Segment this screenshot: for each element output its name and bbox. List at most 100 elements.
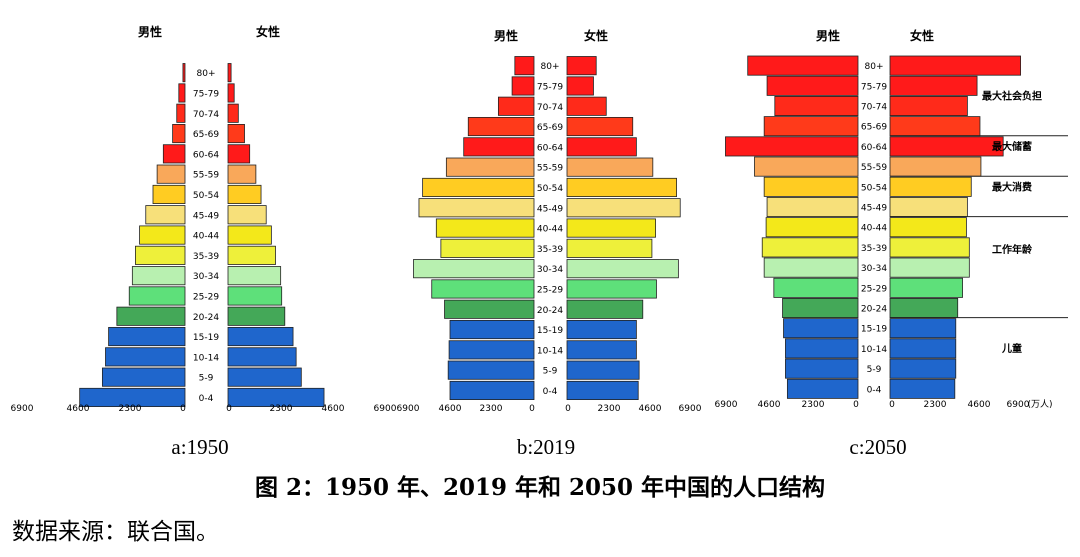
male-tick-label: 2300 xyxy=(480,404,503,414)
male-label: 男性 xyxy=(816,28,840,43)
male-bar xyxy=(463,137,535,157)
male-bar xyxy=(766,75,859,96)
female-tick-label: 2300 xyxy=(270,404,293,414)
female-bar xyxy=(889,136,1004,157)
male-bar xyxy=(422,177,535,198)
female-bar xyxy=(889,196,968,217)
female-bar xyxy=(889,96,968,117)
male-bar xyxy=(514,56,535,76)
male-tick-label: 0 xyxy=(529,404,535,414)
female-tick-label: 0 xyxy=(889,400,895,410)
male-tick-label: 0 xyxy=(853,400,859,410)
male-bar xyxy=(449,380,535,400)
female-bar xyxy=(227,347,297,367)
female-bar xyxy=(227,144,251,164)
age-label: 5-9 xyxy=(199,374,214,384)
female-bar xyxy=(227,124,245,144)
group-annotation: 最大储蓄 xyxy=(992,140,1032,153)
male-bar xyxy=(145,205,186,225)
male-bar xyxy=(418,198,535,218)
age-label: 40-44 xyxy=(193,232,219,242)
male-bar xyxy=(135,245,186,265)
female-bar xyxy=(889,257,970,278)
age-label: 70-74 xyxy=(861,103,887,113)
male-tick-label: 2300 xyxy=(119,404,142,414)
male-bar xyxy=(754,156,859,177)
female-bar xyxy=(566,380,639,400)
age-label: 20-24 xyxy=(537,306,563,316)
age-label: 30-34 xyxy=(537,265,563,275)
male-label: 男性 xyxy=(494,28,518,43)
unit-label: (万人) xyxy=(1027,399,1052,410)
age-label: 55-59 xyxy=(193,171,219,181)
male-bar xyxy=(162,144,186,164)
male-bar xyxy=(182,63,186,83)
age-label: 60-64 xyxy=(861,143,887,153)
female-bar xyxy=(227,286,283,306)
male-bar xyxy=(128,286,186,306)
age-label: 30-34 xyxy=(193,272,219,282)
group-annotation: 最大消费 xyxy=(992,180,1032,193)
female-bar xyxy=(566,340,637,360)
age-label: 5-9 xyxy=(867,365,882,375)
male-bar xyxy=(448,340,535,360)
male-bar xyxy=(413,259,535,279)
male-bar xyxy=(176,103,186,123)
male-bar xyxy=(783,318,859,339)
group-annotation: 儿童 xyxy=(1001,342,1022,355)
female-bar xyxy=(566,198,681,218)
male-bar xyxy=(773,277,859,298)
age-label: 50-54 xyxy=(193,191,219,201)
female-bar xyxy=(889,277,963,298)
female-bar xyxy=(889,378,956,399)
female-bar xyxy=(227,103,239,123)
age-label: 45-49 xyxy=(861,204,887,214)
male-tick-label: 0 xyxy=(180,404,186,414)
male-bar xyxy=(511,76,535,96)
panel-subtitle: b:2019 xyxy=(517,435,575,459)
male-bar xyxy=(447,360,535,380)
female-bar xyxy=(566,319,637,340)
female-bar xyxy=(566,117,634,137)
age-label: 40-44 xyxy=(861,224,887,234)
female-bar xyxy=(227,266,282,286)
age-label: 50-54 xyxy=(537,184,563,194)
age-label: 25-29 xyxy=(537,285,563,295)
age-label: 45-49 xyxy=(193,211,219,221)
male-tick-label: 6900 xyxy=(715,400,738,410)
male-bar xyxy=(131,266,186,286)
male-bar xyxy=(763,176,859,197)
age-label: 65-69 xyxy=(537,123,563,133)
panel-subtitle: c:2050 xyxy=(849,435,906,459)
age-label: 20-24 xyxy=(193,313,219,323)
male-bar xyxy=(763,257,859,278)
age-label: 80+ xyxy=(197,69,216,79)
male-bar xyxy=(449,319,535,340)
group-annotation: 最大社会负担 xyxy=(982,89,1042,102)
male-tick-label: 4600 xyxy=(67,404,90,414)
female-tick-label: 4600 xyxy=(968,400,991,410)
female-bar xyxy=(889,75,978,96)
female-bar xyxy=(566,76,594,96)
female-bar xyxy=(227,367,302,387)
female-bar xyxy=(889,358,957,379)
female-tick-label: 0 xyxy=(226,404,232,414)
data-source: 数据来源：联合国。 xyxy=(12,519,219,545)
male-bar xyxy=(763,116,859,137)
female-bar xyxy=(889,297,959,318)
female-bar xyxy=(889,237,970,258)
male-bar xyxy=(747,55,859,76)
female-bar xyxy=(566,360,640,380)
male-bar xyxy=(116,306,186,326)
age-label: 35-39 xyxy=(193,252,219,262)
female-bar xyxy=(227,306,286,326)
male-bar xyxy=(444,299,535,319)
female-bar xyxy=(566,299,644,319)
male-bar xyxy=(725,136,859,157)
female-bar xyxy=(227,205,267,225)
female-bar xyxy=(889,318,957,339)
female-bar xyxy=(566,177,677,198)
male-bar xyxy=(178,83,186,103)
female-bar xyxy=(227,184,262,205)
male-bar xyxy=(467,117,535,137)
